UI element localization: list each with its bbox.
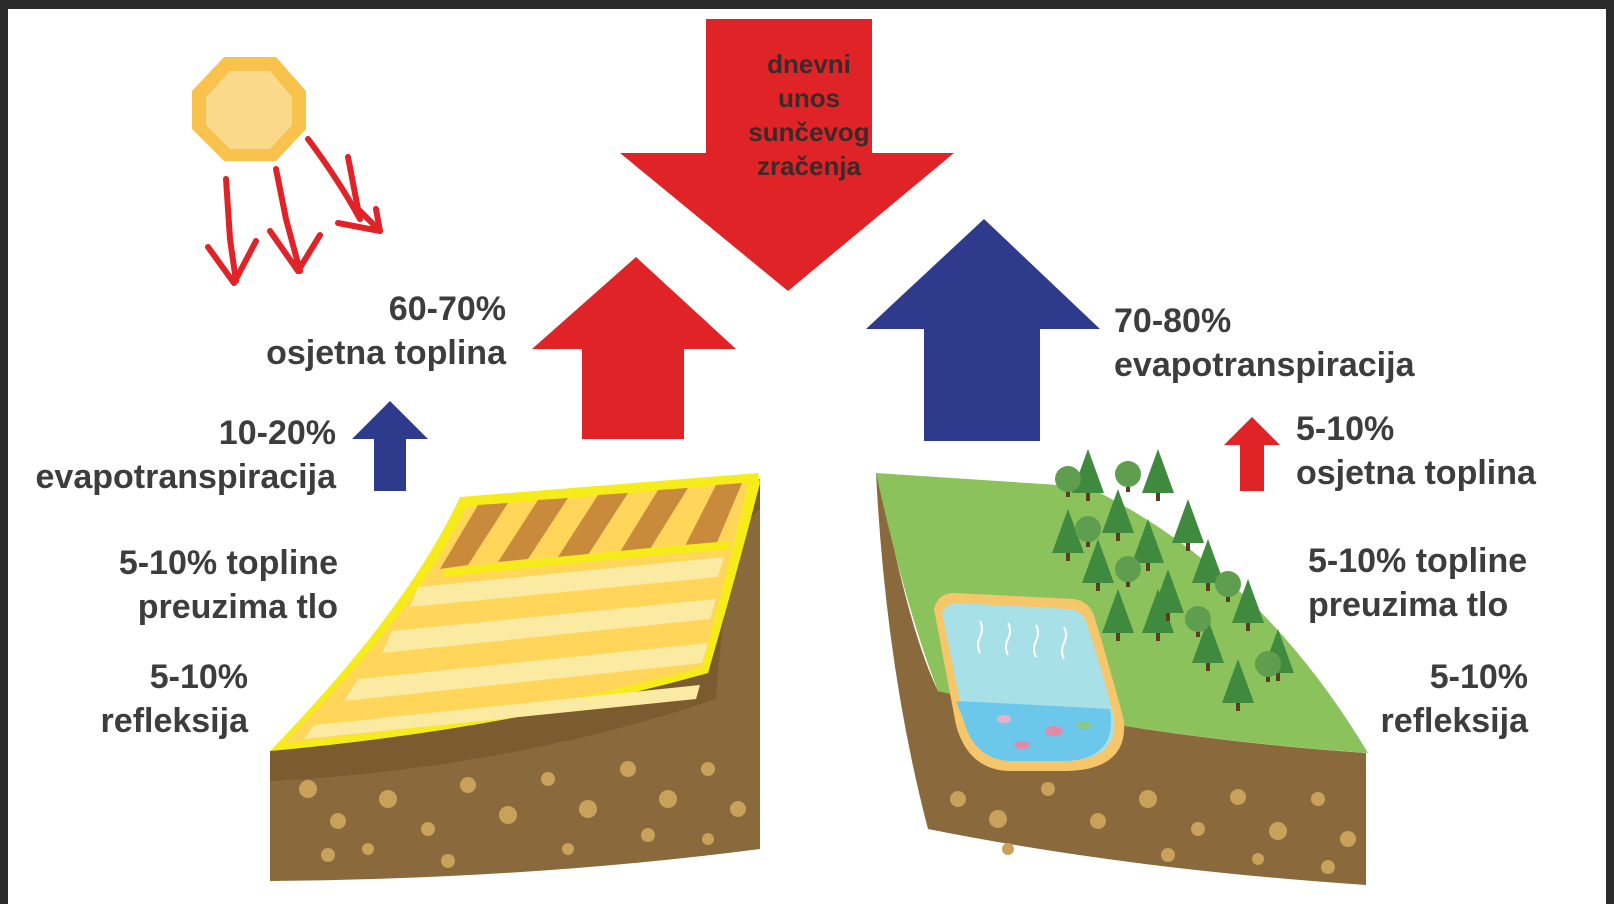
right-evapotranspiration-label: 70-80% evapotranspiracija: [1114, 299, 1414, 387]
tree-icon: [1232, 579, 1264, 623]
left-soil-heat-label: 5-10% topline preuzima tlo: [119, 541, 338, 629]
tree-trunk: [1086, 493, 1090, 501]
sun-icon: [192, 57, 306, 161]
tree-icon: [1222, 659, 1254, 703]
left-soil-heat-line-1: 5-10% topline: [118, 544, 338, 582]
left-sensible-heat-pct: 60-70%: [388, 290, 506, 328]
sunray-arrow-icon: [205, 136, 383, 286]
fish-icon: [997, 715, 1092, 749]
tree-icon: [1215, 571, 1241, 597]
left-evapotranspiration-label: 10-20% evapotranspiracija: [36, 411, 336, 499]
tree-icon: [1152, 569, 1184, 613]
tree-icon: [1075, 516, 1101, 542]
right-evapotranspiration-arrow: [866, 219, 1100, 441]
tree-icon: [1052, 449, 1294, 711]
tree-icon: [1102, 589, 1134, 633]
tree-icon: [1115, 461, 1141, 487]
solar-input-line-1: dnevni: [767, 49, 851, 79]
right-soil-heat-line-2: preuzima tlo: [1308, 586, 1509, 624]
solar-input-line-3: sunčevog: [748, 117, 870, 147]
tree-trunk: [1116, 633, 1120, 641]
left-sensible-heat-arrow: [532, 257, 736, 439]
left-reflection-pct: 5-10%: [149, 658, 248, 696]
tree-trunk: [1246, 623, 1250, 631]
right-sensible-heat-text: osjetna toplina: [1296, 454, 1536, 492]
tree-trunk: [1186, 543, 1190, 551]
left-sensible-heat-label: 60-70% osjetna toplina: [266, 287, 506, 375]
tree-icon: [1192, 539, 1224, 583]
left-evapotranspiration-text: evapotranspiracija: [35, 458, 336, 496]
right-sensible-heat-label: 5-10% osjetna toplina: [1296, 407, 1536, 495]
tree-trunk: [1206, 583, 1210, 591]
diagram-illustration: [192, 19, 1368, 885]
tree-trunk: [1066, 553, 1070, 561]
right-sensible-heat-arrow: [1224, 417, 1280, 491]
left-evapotranspiration-arrow: [352, 401, 428, 491]
tree-trunk: [1096, 583, 1100, 591]
tree-trunk: [1156, 633, 1160, 641]
diagram-canvas: dnevni unos sunčevog zračenja 60-70% osj…: [8, 9, 1606, 904]
tree-trunk: [1276, 673, 1280, 681]
tree-icon: [1192, 619, 1224, 663]
tree-trunk: [1206, 663, 1210, 671]
tree-icon: [1172, 499, 1204, 543]
right-reflection-label: 5-10% refleksija: [1381, 655, 1528, 743]
tree-icon: [1082, 539, 1114, 583]
tree-icon: [1102, 489, 1134, 533]
tree-trunk: [1116, 533, 1120, 541]
right-soil-heat-label: 5-10% topline preuzima tlo: [1308, 539, 1527, 627]
tree-icon: [1052, 509, 1084, 553]
forest-pond-block-icon: [876, 449, 1368, 885]
left-soil-heat-line-2: preuzima tlo: [137, 588, 338, 626]
left-evapotranspiration-pct: 10-20%: [218, 414, 336, 452]
tree-icon: [1142, 449, 1174, 493]
right-reflection-text: refleksija: [1380, 702, 1528, 740]
right-sensible-heat-pct: 5-10%: [1296, 410, 1395, 448]
tree-trunk: [1156, 493, 1160, 501]
tree-trunk: [1166, 613, 1170, 621]
tree-trunk: [1236, 703, 1240, 711]
right-soil-heat-line-1: 5-10% topline: [1308, 542, 1528, 580]
right-reflection-pct: 5-10%: [1429, 658, 1528, 696]
right-evapotranspiration-pct: 70-80%: [1114, 302, 1232, 340]
solar-input-label: dnevni unos sunčevog zračenja: [716, 47, 902, 183]
tree-icon: [1185, 606, 1211, 632]
tree-trunk: [1146, 563, 1150, 571]
solar-input-arrow: [620, 19, 954, 291]
left-reflection-text: refleksija: [100, 702, 248, 740]
solar-input-line-4: zračenja: [756, 151, 862, 181]
left-sensible-heat-text: osjetna toplina: [266, 334, 506, 372]
cropland-block-icon: [270, 473, 760, 881]
tree-icon: [1132, 519, 1164, 563]
left-reflection-label: 5-10% refleksija: [101, 655, 248, 743]
right-evapotranspiration-text: evapotranspiracija: [1114, 346, 1415, 384]
solar-input-line-2: unos: [777, 83, 841, 113]
tree-icon: [1055, 466, 1081, 492]
tree-icon: [1255, 651, 1281, 677]
tree-icon: [1115, 556, 1141, 582]
